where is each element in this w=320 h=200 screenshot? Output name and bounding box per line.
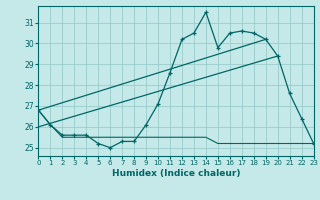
X-axis label: Humidex (Indice chaleur): Humidex (Indice chaleur) — [112, 169, 240, 178]
